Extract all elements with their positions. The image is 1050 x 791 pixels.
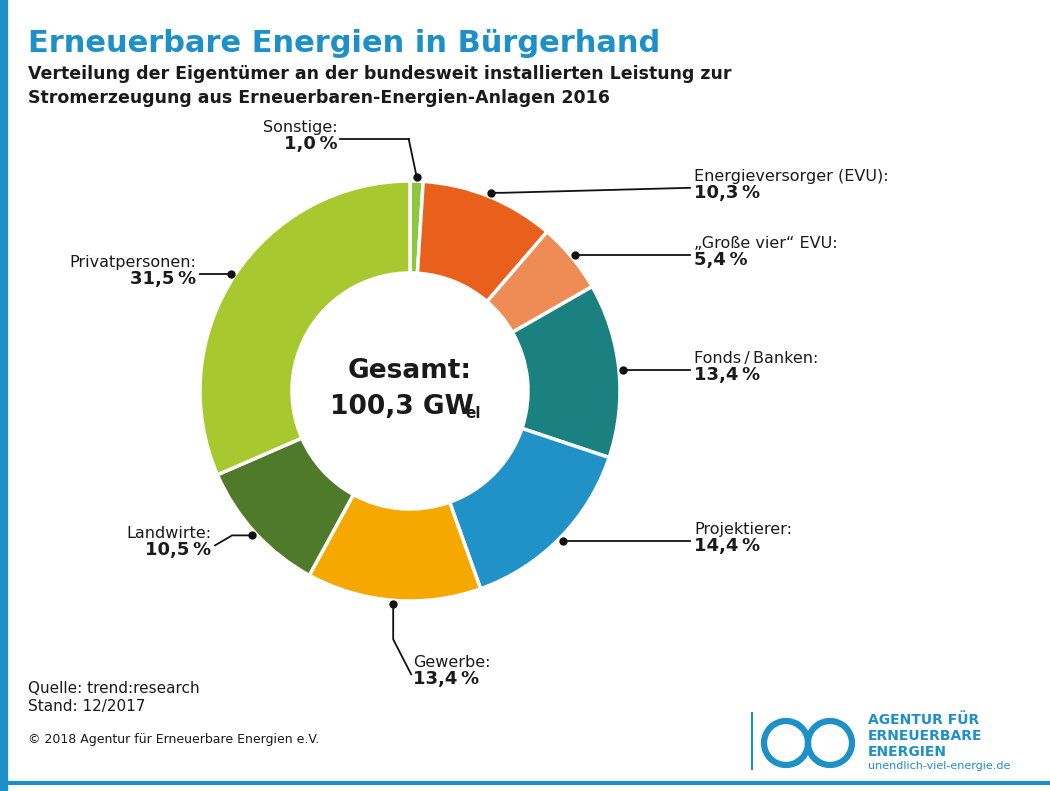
Text: Landwirte:: Landwirte: xyxy=(126,526,211,541)
Bar xyxy=(800,720,816,766)
Text: Erneuerbare Energien in Bürgerhand: Erneuerbare Energien in Bürgerhand xyxy=(28,29,660,58)
Wedge shape xyxy=(310,494,481,601)
Text: unendlich-viel-energie.de: unendlich-viel-energie.de xyxy=(868,761,1010,771)
Text: 5,4 %: 5,4 % xyxy=(694,251,748,269)
Text: 10,3 %: 10,3 % xyxy=(694,184,760,202)
Text: 10,5 %: 10,5 % xyxy=(145,541,211,559)
Text: Verteilung der Eigentümer an der bundesweit installierten Leistung zur
Stromerze: Verteilung der Eigentümer an der bundesw… xyxy=(28,65,732,108)
Text: Stand: 12/2017: Stand: 12/2017 xyxy=(28,699,145,714)
Wedge shape xyxy=(512,286,620,457)
Wedge shape xyxy=(200,181,410,475)
Text: ENERGIEN: ENERGIEN xyxy=(868,745,947,759)
Text: Sonstige:: Sonstige: xyxy=(264,120,338,135)
Text: AGENTUR FÜR: AGENTUR FÜR xyxy=(868,713,980,727)
Wedge shape xyxy=(449,429,609,589)
Text: 1,0 %: 1,0 % xyxy=(285,135,338,153)
Wedge shape xyxy=(410,181,423,273)
Text: Energieversorger (EVU):: Energieversorger (EVU): xyxy=(694,168,888,184)
Text: © 2018 Agentur für Erneuerbare Energien e.V.: © 2018 Agentur für Erneuerbare Energien … xyxy=(28,733,319,746)
Text: Projektierer:: Projektierer: xyxy=(694,522,792,537)
Text: Quelle: trend:research: Quelle: trend:research xyxy=(28,681,200,696)
Text: ERNEUERBARE: ERNEUERBARE xyxy=(868,729,983,743)
Text: Gesamt:: Gesamt: xyxy=(348,358,472,384)
Text: Gewerbe:: Gewerbe: xyxy=(414,655,490,670)
Text: 100,3 GW: 100,3 GW xyxy=(330,394,474,420)
Text: 13,4 %: 13,4 % xyxy=(414,670,479,688)
Wedge shape xyxy=(217,438,354,575)
Wedge shape xyxy=(487,232,592,332)
Text: Privatpersonen:: Privatpersonen: xyxy=(69,255,196,270)
Text: 31,5 %: 31,5 % xyxy=(130,270,196,288)
Text: 14,4 %: 14,4 % xyxy=(694,537,760,554)
Text: 13,4 %: 13,4 % xyxy=(694,365,760,384)
Text: Fonds / Banken:: Fonds / Banken: xyxy=(694,351,818,365)
Wedge shape xyxy=(418,181,547,301)
Text: „Große vier“ EVU:: „Große vier“ EVU: xyxy=(694,236,838,251)
Text: el: el xyxy=(465,407,481,422)
